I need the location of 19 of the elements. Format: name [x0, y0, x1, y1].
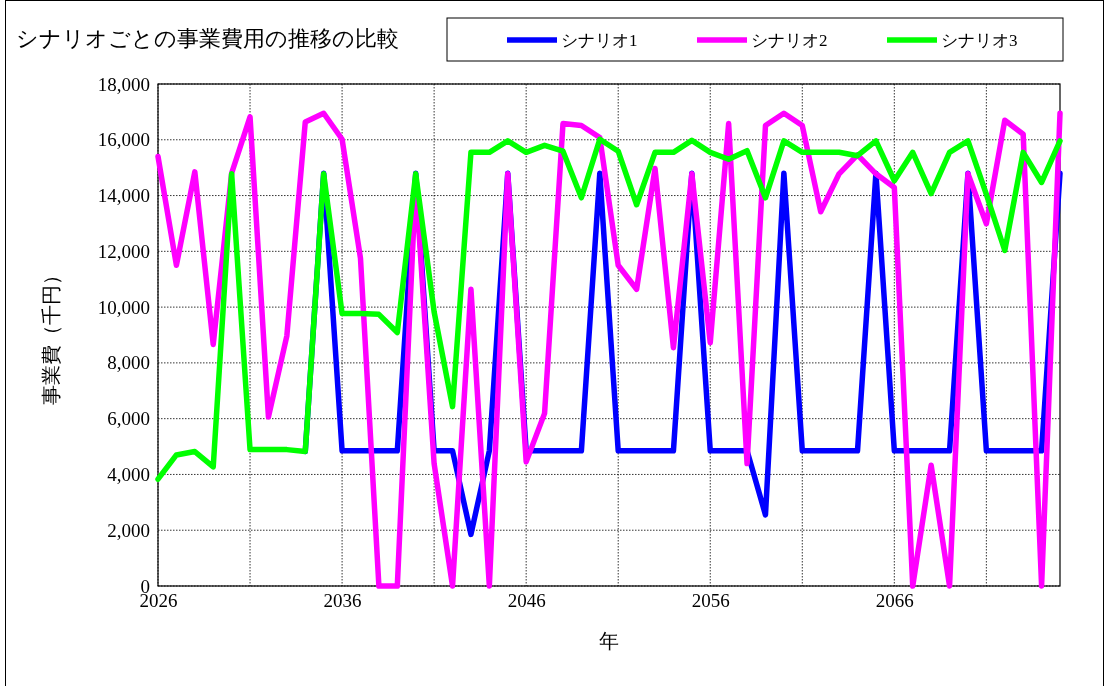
legend-label: シナリオ2	[751, 31, 828, 50]
y-tick-label: 16,000	[97, 129, 150, 151]
x-tick-label: 2056	[691, 590, 730, 612]
x-tick-label: 2066	[875, 590, 914, 612]
y-tick-label: 12,000	[97, 240, 150, 262]
y-tick-label: 6,000	[107, 408, 150, 430]
y-tick-label: 4,000	[107, 464, 150, 486]
legend-label: シナリオ3	[941, 31, 1018, 50]
x-tick-label: 2046	[507, 590, 546, 612]
y-tick-label: 2,000	[107, 519, 150, 541]
x-axis-title: 年	[599, 630, 619, 652]
y-tick-label: 18,000	[97, 73, 150, 95]
y-axis-title: 事業費（千円）	[40, 265, 62, 405]
y-tick-label: 10,000	[97, 296, 150, 318]
chart-title: シナリオごとの事業費用の推移の比較	[16, 26, 399, 51]
x-tick-label: 2036	[323, 590, 362, 612]
y-tick-label: 14,000	[97, 185, 150, 207]
legend-label: シナリオ1	[561, 31, 638, 50]
y-tick-label: 8,000	[107, 352, 150, 374]
